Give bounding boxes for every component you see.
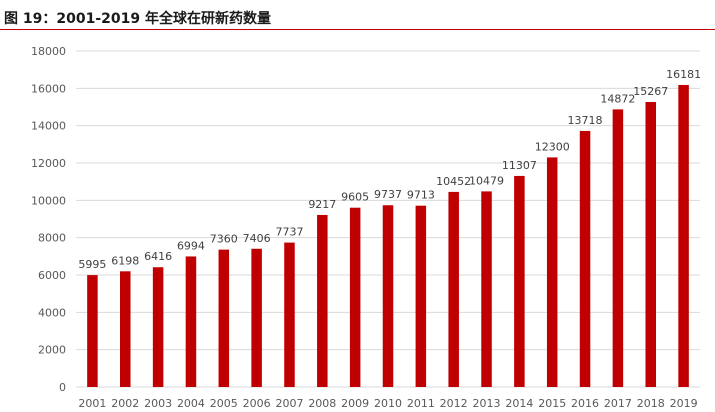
x-tick-label: 2018	[637, 397, 665, 410]
data-label: 6198	[111, 254, 139, 267]
y-tick-label: 6000	[38, 269, 66, 282]
x-tick-label: 2007	[275, 397, 303, 410]
x-tick-label: 2001	[78, 397, 106, 410]
bar-2003	[152, 267, 164, 387]
x-tick-label: 2008	[308, 397, 336, 410]
data-label: 7737	[275, 226, 303, 239]
data-label: 10479	[469, 174, 504, 187]
y-tick-label: 14000	[31, 120, 66, 133]
x-tick-label: 2014	[505, 397, 533, 410]
data-label: 14872	[600, 92, 635, 105]
figure-title: 图 19：2001-2019 年全球在研新药数量	[4, 11, 271, 27]
x-tick-label: 2019	[670, 397, 698, 410]
bar-2008	[317, 214, 328, 387]
y-tick-label: 2000	[38, 344, 66, 357]
data-label: 7406	[243, 232, 271, 245]
data-label: 6416	[144, 250, 172, 263]
data-label: 9217	[308, 198, 336, 211]
y-tick-label: 16000	[31, 82, 66, 95]
x-tick-label: 2003	[144, 397, 172, 410]
data-label: 15267	[633, 85, 668, 98]
x-tick-label: 2011	[407, 397, 435, 410]
data-label: 9605	[341, 191, 369, 204]
y-tick-label: 4000	[38, 306, 66, 319]
x-tick-label: 2006	[243, 397, 271, 410]
x-tick-label: 2002	[111, 397, 139, 410]
x-tick-label: 2009	[341, 397, 369, 410]
data-label: 5995	[78, 258, 106, 271]
bar-2019	[678, 84, 689, 388]
x-tick-label: 2012	[440, 397, 468, 410]
bar-2001	[87, 275, 98, 387]
bar-2011	[415, 205, 427, 387]
data-label: 12300	[535, 140, 570, 153]
bar-2009	[349, 207, 361, 387]
data-label: 6994	[177, 239, 205, 252]
x-tick-label: 2017	[604, 397, 632, 410]
bar-2018	[645, 102, 656, 388]
bar-2015	[546, 157, 558, 387]
bar-2004	[185, 256, 197, 387]
x-tick-label: 2010	[374, 397, 402, 410]
x-tick-label: 2005	[210, 397, 238, 410]
bar-2006	[251, 248, 262, 387]
data-label: 9737	[374, 188, 402, 201]
y-tick-label: 12000	[31, 157, 66, 170]
bar-2010	[382, 205, 394, 387]
x-tick-label: 2004	[177, 397, 205, 410]
x-axis-ticks: 2001 2002 2003 2004 2005 2006 2007 2008 2009 2010…	[78, 397, 697, 410]
data-label: 7360	[210, 233, 238, 246]
y-tick-label: 10000	[31, 194, 66, 207]
data-labels: 5995 6198 6416 6994 7360 7406 7737 9217 9605 9737…	[78, 68, 701, 271]
bar-2012	[448, 191, 459, 387]
x-tick-label: 2013	[473, 397, 501, 410]
bar-2002	[120, 271, 131, 387]
y-tick-label: 8000	[38, 232, 66, 245]
bar-2007	[284, 242, 295, 387]
data-label: 9713	[407, 189, 435, 202]
data-label: 10452	[436, 175, 471, 188]
bars	[87, 84, 689, 388]
title-rule	[0, 29, 715, 30]
bar-2014	[514, 175, 525, 387]
x-tick-label: 2016	[571, 397, 599, 410]
bar-2017	[612, 109, 624, 387]
bar-2005	[218, 249, 230, 387]
bar-2016	[579, 130, 591, 387]
x-tick-label: 2015	[538, 397, 566, 410]
data-label: 11307	[502, 159, 537, 172]
y-tick-label: 18000	[31, 45, 66, 58]
y-tick-label: 0	[59, 381, 66, 394]
bar-2013	[481, 191, 492, 387]
data-label: 13718	[568, 114, 603, 127]
data-label: 16181	[666, 68, 701, 81]
y-axis-ticks: 0 2000 4000 6000 8000 10000 12000 14000 16000 180…	[31, 45, 66, 394]
